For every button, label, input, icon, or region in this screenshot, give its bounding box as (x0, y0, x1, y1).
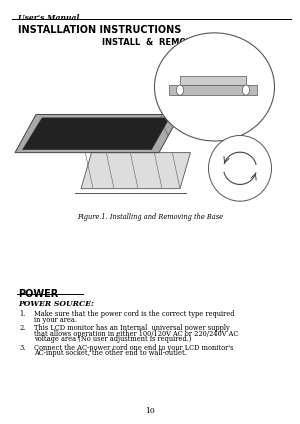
Text: 3.: 3. (20, 344, 26, 352)
Text: that allows operation in either 100/120V AC or 220/240V AC: that allows operation in either 100/120V… (34, 330, 239, 338)
Text: 10: 10 (145, 407, 155, 415)
Ellipse shape (208, 136, 272, 201)
Text: Figure.1. Installing and Removing the Base: Figure.1. Installing and Removing the Ba… (77, 213, 223, 221)
Text: Connect the AC-power cord one end to your LCD monitor's: Connect the AC-power cord one end to you… (34, 344, 234, 352)
Text: INSTALL  &  REMOVE: INSTALL & REMOVE (102, 38, 198, 47)
Text: 1.: 1. (20, 310, 26, 318)
Polygon shape (81, 153, 190, 189)
Text: INSTALLATION INSTRUCTIONS: INSTALLATION INSTRUCTIONS (18, 25, 181, 35)
Text: voltage area (No user adjustment is required.): voltage area (No user adjustment is requ… (34, 335, 192, 343)
Text: POWER: POWER (18, 289, 58, 299)
Circle shape (242, 85, 250, 95)
Circle shape (176, 85, 184, 95)
Text: POWER SOURCE:: POWER SOURCE: (18, 300, 94, 308)
Text: in your area.: in your area. (34, 316, 77, 324)
Polygon shape (22, 118, 169, 150)
Polygon shape (180, 76, 246, 85)
Text: 2.: 2. (20, 324, 26, 332)
Ellipse shape (154, 33, 274, 141)
Text: AC-input socket, the other end to wall-outlet.: AC-input socket, the other end to wall-o… (34, 349, 188, 357)
Text: Make sure that the power cord is the correct type required: Make sure that the power cord is the cor… (34, 310, 235, 318)
Text: User's Manual: User's Manual (18, 14, 80, 22)
Polygon shape (169, 85, 256, 95)
Text: This LCD monitor has an Internal  universal power supply: This LCD monitor has an Internal univers… (34, 324, 230, 332)
Polygon shape (15, 114, 180, 153)
